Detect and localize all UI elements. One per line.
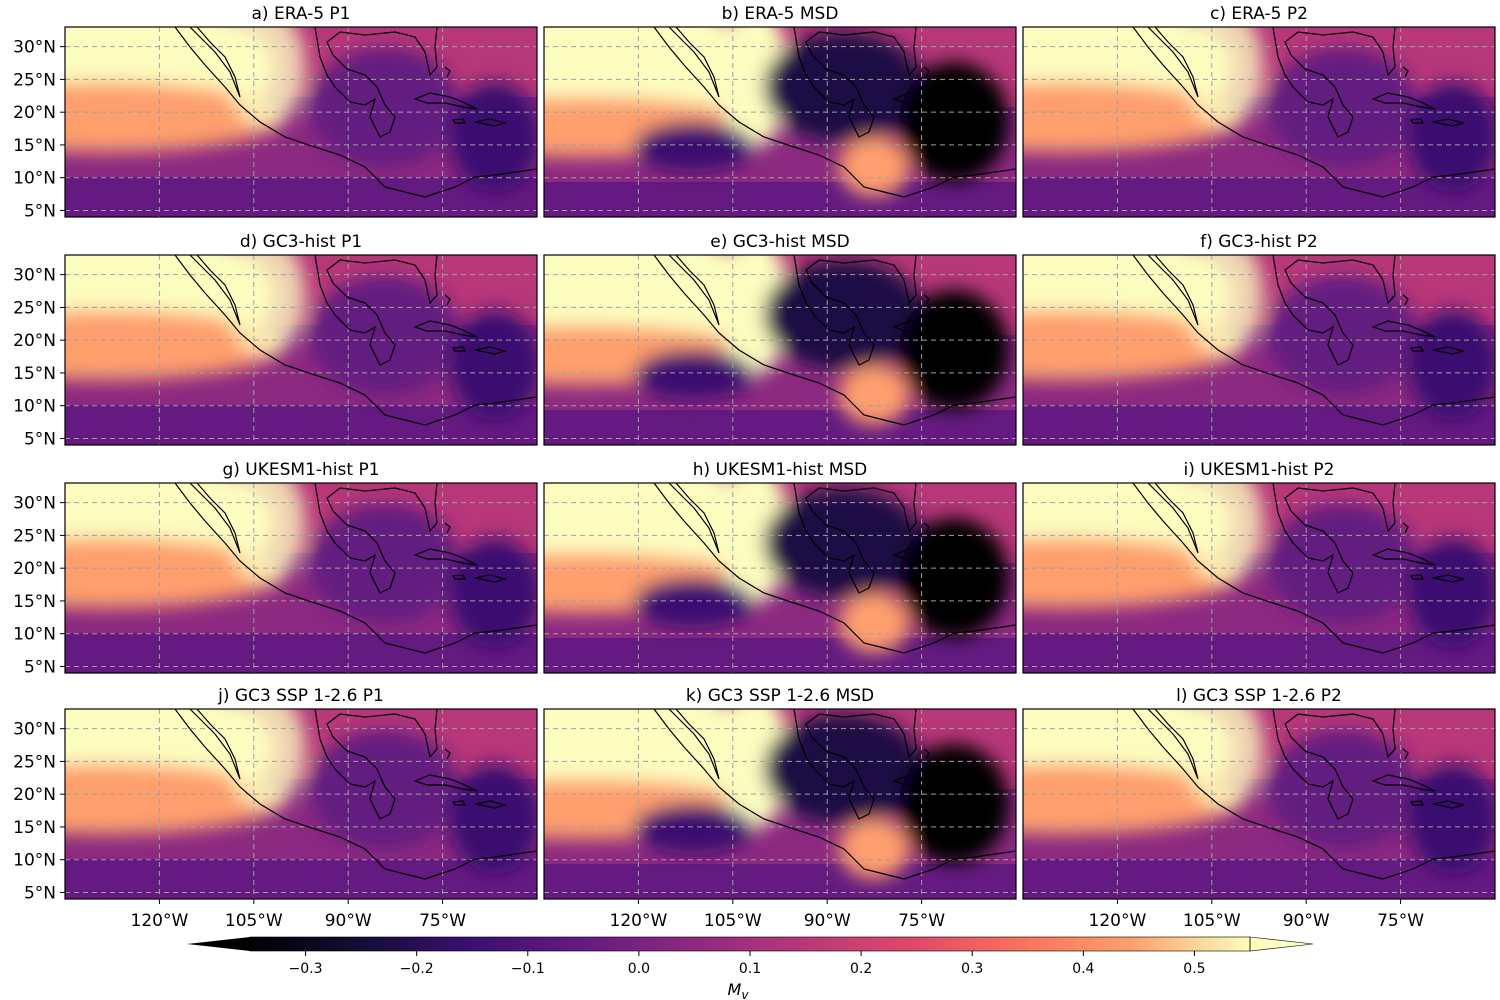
panel-frame xyxy=(1022,708,1496,900)
contour-field xyxy=(0,448,540,673)
lat-tick-label: 25°N xyxy=(13,526,56,546)
map-panel: a) ERA-5 P1 30°N 25°N 20°N 15°N 10°N 5°N xyxy=(13,4,538,221)
lat-tick-label: 30°N xyxy=(13,38,56,58)
map-panel: j) GC3 SSP 1-2.6 P1 30°N 25°N 20°N 15°N 10°N 5… xyxy=(0,674,540,903)
lat-tick-label: 30°N xyxy=(13,494,56,514)
map-panel: g) UKESM1-hist P1 30°N 25°N 20°N 15°N 10°N 5°N xyxy=(0,448,540,677)
panel-frame xyxy=(543,708,1017,900)
panel-frame xyxy=(543,26,1017,218)
map-panel: i) UKESM1-hist P2 xyxy=(1022,460,1496,674)
colorbar-label: Mv xyxy=(728,980,750,1000)
lon-tick-label: 90°W xyxy=(325,911,372,931)
lon-tick-label: 90°W xyxy=(804,911,851,931)
colorbar-tick-label: 0.0 xyxy=(628,961,650,977)
colorbar-tick-label: 0.2 xyxy=(850,961,872,977)
panel-title: k) GC3 SSP 1-2.6 MSD xyxy=(686,686,874,706)
map-panel: k) GC3 SSP 1-2.6 MSD xyxy=(543,686,1017,900)
colorbar-tick-label: −0.2 xyxy=(400,961,434,977)
panel-title: c) ERA-5 P2 xyxy=(1210,4,1308,24)
panel-frame xyxy=(1022,26,1496,218)
panel-frame xyxy=(543,254,1017,446)
lon-tick-label: 120°W xyxy=(1089,911,1147,931)
panel-title: f) GC3-hist P2 xyxy=(1200,232,1318,252)
panel-title: b) ERA-5 MSD xyxy=(722,4,839,24)
panel-frame xyxy=(64,482,538,674)
panel-title: g) UKESM1-hist P1 xyxy=(222,460,379,480)
lat-tick-label: 10°N xyxy=(13,169,56,189)
map-panel: e) GC3-hist MSD xyxy=(543,232,1017,446)
lat-tick-label: 30°N xyxy=(13,720,56,740)
panel-title: d) GC3-hist P1 xyxy=(240,232,362,252)
colorbar-extend-high xyxy=(1249,936,1314,952)
lat-tick-label: 15°N xyxy=(13,364,56,384)
lon-tick-label: 75°W xyxy=(419,911,466,931)
lat-tick-label: 5°N xyxy=(24,883,56,903)
lat-tick-label: 20°N xyxy=(13,559,56,579)
colorbar: −0.3 −0.2 −0.1 0.0 0.1 0.2 0.3 0.4 0.5 Mv xyxy=(187,936,1314,1000)
lat-tick-label: 25°N xyxy=(13,70,56,90)
lon-tick-label: 75°W xyxy=(898,911,945,931)
lon-tick-label: 105°W xyxy=(704,911,762,931)
panel-frame xyxy=(64,708,538,900)
lon-tick-label: 75°W xyxy=(1377,911,1424,931)
lat-tick-label: 10°N xyxy=(13,851,56,871)
lat-tick-label: 20°N xyxy=(13,103,56,123)
lat-tick-label: 15°N xyxy=(13,592,56,612)
colorbar-extend-low xyxy=(187,937,250,951)
panel-title: h) UKESM1-hist MSD xyxy=(693,460,868,480)
panel-frame xyxy=(543,482,1017,674)
map-panel: d) GC3-hist P1 30°N 25°N 20°N 15°N 10°N 5°N xyxy=(0,220,540,449)
lon-tick-label: 105°W xyxy=(225,911,283,931)
colorbar-tick-label: 0.4 xyxy=(1072,961,1094,977)
lat-tick-label: 10°N xyxy=(13,625,56,645)
lon-tick-label: 120°W xyxy=(131,911,189,931)
lat-tick-label: 5°N xyxy=(24,201,56,221)
panel-frame xyxy=(64,254,538,446)
map-panel: f) GC3-hist P2 xyxy=(1022,232,1496,446)
lat-tick-label: 30°N xyxy=(13,266,56,286)
panel-title: a) ERA-5 P1 xyxy=(252,4,351,24)
map-panel: h) UKESM1-hist MSD xyxy=(543,460,1017,674)
lat-tick-label: 15°N xyxy=(13,818,56,838)
lat-tick-label: 25°N xyxy=(13,298,56,318)
map-panel: b) ERA-5 MSD xyxy=(543,4,1017,218)
lat-tick-label: 20°N xyxy=(13,785,56,805)
panel-title: e) GC3-hist MSD xyxy=(710,232,849,252)
colorbar-tick-label: 0.1 xyxy=(739,961,761,977)
colorbar-tick-label: 0.3 xyxy=(961,961,983,977)
panel-frame xyxy=(64,26,538,218)
panel-title: l) GC3 SSP 1-2.6 P2 xyxy=(1176,686,1342,706)
lat-tick-label: 5°N xyxy=(24,657,56,677)
lon-tick-label: 105°W xyxy=(1183,911,1241,931)
panel-title: j) GC3 SSP 1-2.6 P1 xyxy=(217,686,384,706)
contour-field xyxy=(0,674,540,899)
panel-frame xyxy=(1022,254,1496,446)
lat-tick-label: 25°N xyxy=(13,752,56,772)
colorbar-tick-label: −0.3 xyxy=(289,961,323,977)
map-panel: l) GC3 SSP 1-2.6 P2 xyxy=(1022,686,1496,900)
panel-frame xyxy=(1022,482,1496,674)
lat-tick-label: 15°N xyxy=(13,136,56,156)
colorbar-tick-label: −0.1 xyxy=(511,961,545,977)
lon-tick-label: 90°W xyxy=(1283,911,1330,931)
colorbar-tick-label: 0.5 xyxy=(1183,961,1205,977)
panel-grid: a) ERA-5 P1 30°N 25°N 20°N 15°N 10°N 5°N b) ERA… xyxy=(0,4,1496,903)
map-panel: c) ERA-5 P2 xyxy=(1022,4,1496,218)
lat-tick-label: 10°N xyxy=(13,397,56,417)
longitude-ticks: 120°W 105°W 90°W 75°W 120°W 105°W 90°W 75°W 120°… xyxy=(131,899,1424,931)
lat-tick-label: 20°N xyxy=(13,331,56,351)
contour-field xyxy=(0,220,540,445)
lon-tick-label: 120°W xyxy=(610,911,668,931)
panel-title: i) UKESM1-hist P2 xyxy=(1184,460,1335,480)
lat-tick-label: 5°N xyxy=(24,429,56,449)
colorbar-body xyxy=(250,937,1250,951)
